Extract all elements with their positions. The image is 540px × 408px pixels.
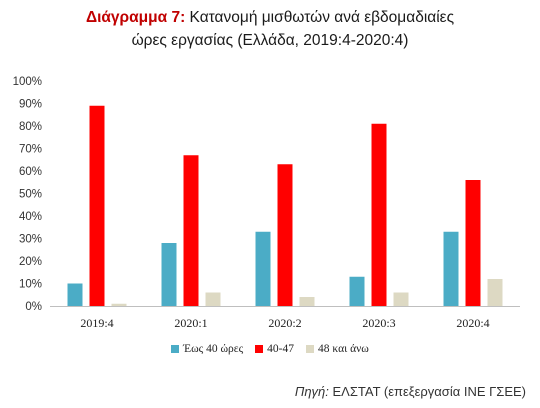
bar xyxy=(161,243,177,306)
bar xyxy=(183,155,199,306)
legend-label: Έως 40 ώρες xyxy=(183,343,244,355)
y-tick-label: 20% xyxy=(19,256,42,268)
x-tick-label: 2020:2 xyxy=(268,316,301,330)
title-lead: Διάγραμμα 7: xyxy=(85,9,186,26)
y-tick-label: 60% xyxy=(19,166,42,178)
legend-swatch xyxy=(171,345,180,353)
bar xyxy=(443,231,459,306)
bar xyxy=(205,292,221,306)
x-tick-label: 2019:4 xyxy=(80,316,113,330)
legend-item: 40-47 xyxy=(255,343,294,355)
y-tick-label: 80% xyxy=(19,121,42,133)
x-tick-label: 2020:3 xyxy=(362,316,395,330)
legend-item: Έως 40 ώρες xyxy=(171,343,243,355)
legend-swatch xyxy=(255,345,264,353)
title-text-1: Κατανομή μισθωτών ανά εβδομαδιαίες xyxy=(189,9,455,26)
legend-label: 48 και άνω xyxy=(318,343,369,355)
legend-item: 48 και άνω xyxy=(306,343,369,355)
bar xyxy=(299,297,315,306)
bar xyxy=(393,292,409,306)
bar xyxy=(349,276,365,306)
y-tick-label: 40% xyxy=(19,211,42,223)
y-tick-label: 30% xyxy=(19,234,42,246)
y-tick-label: 50% xyxy=(19,189,42,201)
source-text: ΕΛΣΤΑΤ (επεξεργασία ΙΝΕ ΓΣΕΕ) xyxy=(332,384,527,399)
chart-title: Διάγραμμα 7: Κατανομή μισθωτών ανά εβδομ… xyxy=(0,6,540,52)
y-tick-label: 100% xyxy=(13,76,42,88)
bar xyxy=(255,231,271,306)
source-label: Πηγή: xyxy=(294,384,329,399)
title-line-1: Διάγραμμα 7: Κατανομή μισθωτών ανά εβδομ… xyxy=(0,6,540,29)
y-tick-label: 70% xyxy=(19,144,42,156)
bar xyxy=(465,180,481,306)
x-tick-label: 2020:4 xyxy=(456,316,489,330)
bar xyxy=(111,303,127,306)
source-note: Πηγή: ΕΛΣΤΑΤ (επεξεργασία ΙΝΕ ΓΣΕΕ) xyxy=(295,384,526,399)
x-tick-label: 2020:1 xyxy=(174,316,207,330)
y-tick-label: 0% xyxy=(25,301,42,313)
bar xyxy=(277,164,293,306)
bar xyxy=(67,283,83,306)
legend: Έως 40 ώρες 40-47 48 και άνω xyxy=(0,343,540,356)
bar xyxy=(89,105,105,306)
bar xyxy=(371,123,387,306)
y-tick-label: 90% xyxy=(19,99,42,111)
legend-swatch xyxy=(306,345,315,353)
bar xyxy=(487,279,503,306)
title-line-2: ώρες εργασίας (Ελλάδα, 2019:4-2020:4) xyxy=(131,32,409,49)
legend-label: 40-47 xyxy=(267,343,295,355)
y-tick-label: 10% xyxy=(19,279,42,291)
